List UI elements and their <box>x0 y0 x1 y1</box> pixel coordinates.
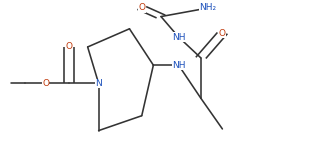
Text: O: O <box>138 4 145 13</box>
Text: O: O <box>65 42 72 51</box>
Text: NH: NH <box>172 33 185 42</box>
Text: NH: NH <box>172 61 185 70</box>
Text: NH₂: NH₂ <box>200 4 217 13</box>
Text: O: O <box>42 79 49 88</box>
Text: O: O <box>219 29 226 38</box>
Text: N: N <box>95 79 102 88</box>
